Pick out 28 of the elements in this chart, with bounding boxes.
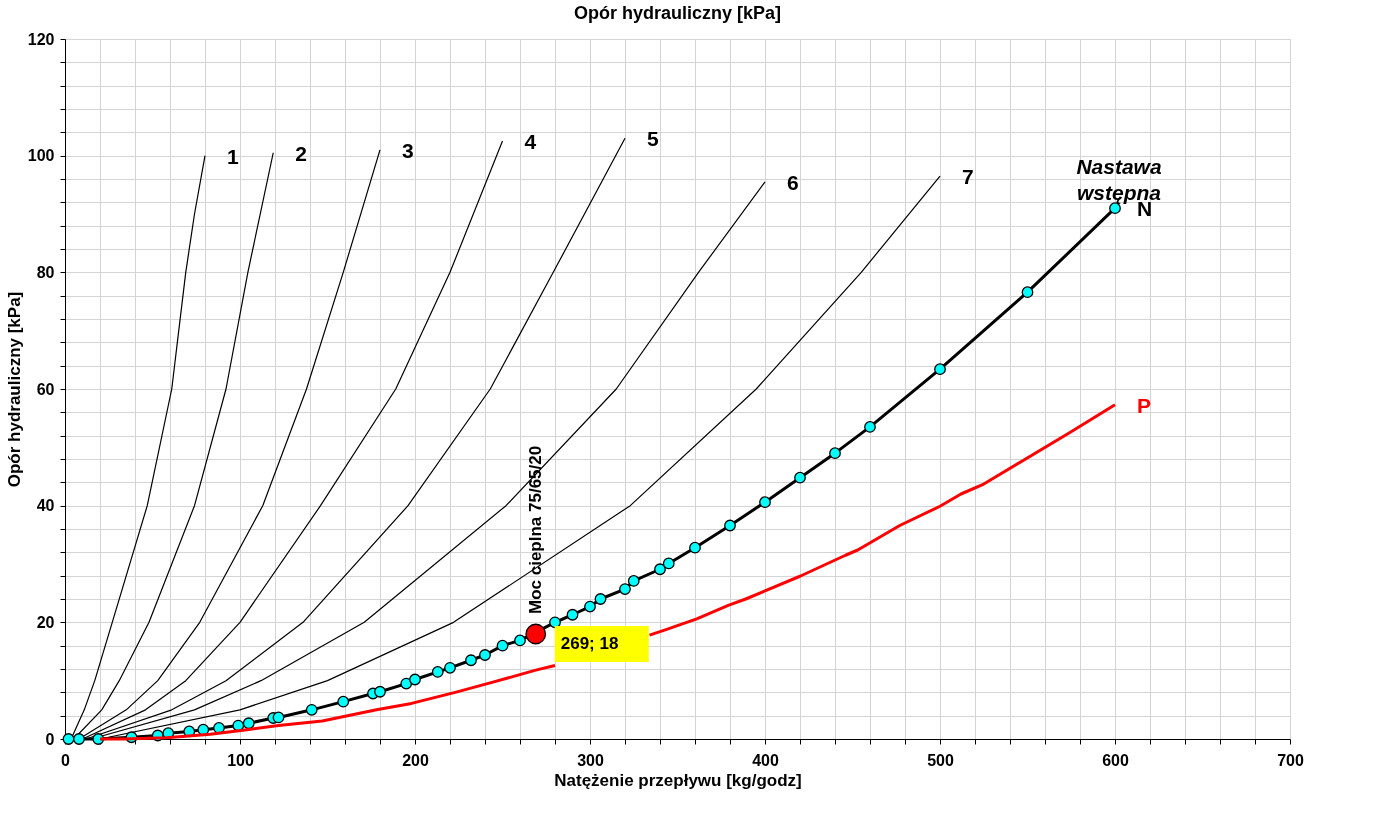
series-label: P bbox=[1137, 393, 1152, 417]
x-tick-label: 0 bbox=[61, 751, 71, 769]
series-label: 4 bbox=[524, 130, 537, 154]
series-label: 6 bbox=[787, 170, 799, 194]
annotation: Moc cieplna 75/65/20 bbox=[525, 445, 545, 614]
x-tick-label: 700 bbox=[1277, 751, 1304, 769]
x-axis-title: Natężenie przepływu [kg/godz] bbox=[554, 770, 802, 790]
chart-title: Opór hydrauliczny [kPa] bbox=[573, 3, 782, 23]
x-tick-label: 400 bbox=[752, 751, 779, 769]
y-tick-label: 80 bbox=[36, 263, 55, 281]
x-tick-label: 500 bbox=[927, 751, 954, 769]
y-tick-label: 20 bbox=[36, 613, 55, 631]
y-tick-label: 120 bbox=[27, 30, 55, 48]
data-label: 269; 18 bbox=[560, 634, 619, 653]
y-axis-title: Opór hydrauliczny [kPa] bbox=[4, 291, 24, 488]
x-tick-label: 600 bbox=[1102, 751, 1129, 769]
x-tick-label: 300 bbox=[577, 751, 604, 769]
series-label: 5 bbox=[647, 127, 659, 151]
series-label: 3 bbox=[402, 138, 414, 162]
x-tick-label: 200 bbox=[402, 751, 429, 769]
series-label: 1 bbox=[227, 144, 239, 168]
y-tick-label: 100 bbox=[27, 147, 55, 165]
y-tick-label: 60 bbox=[36, 380, 55, 398]
y-tick-label: 40 bbox=[36, 497, 55, 515]
series-label: 2 bbox=[295, 141, 307, 165]
series-label: 7 bbox=[962, 165, 974, 189]
y-tick-label: 0 bbox=[45, 730, 55, 748]
x-tick-label: 100 bbox=[227, 751, 254, 769]
